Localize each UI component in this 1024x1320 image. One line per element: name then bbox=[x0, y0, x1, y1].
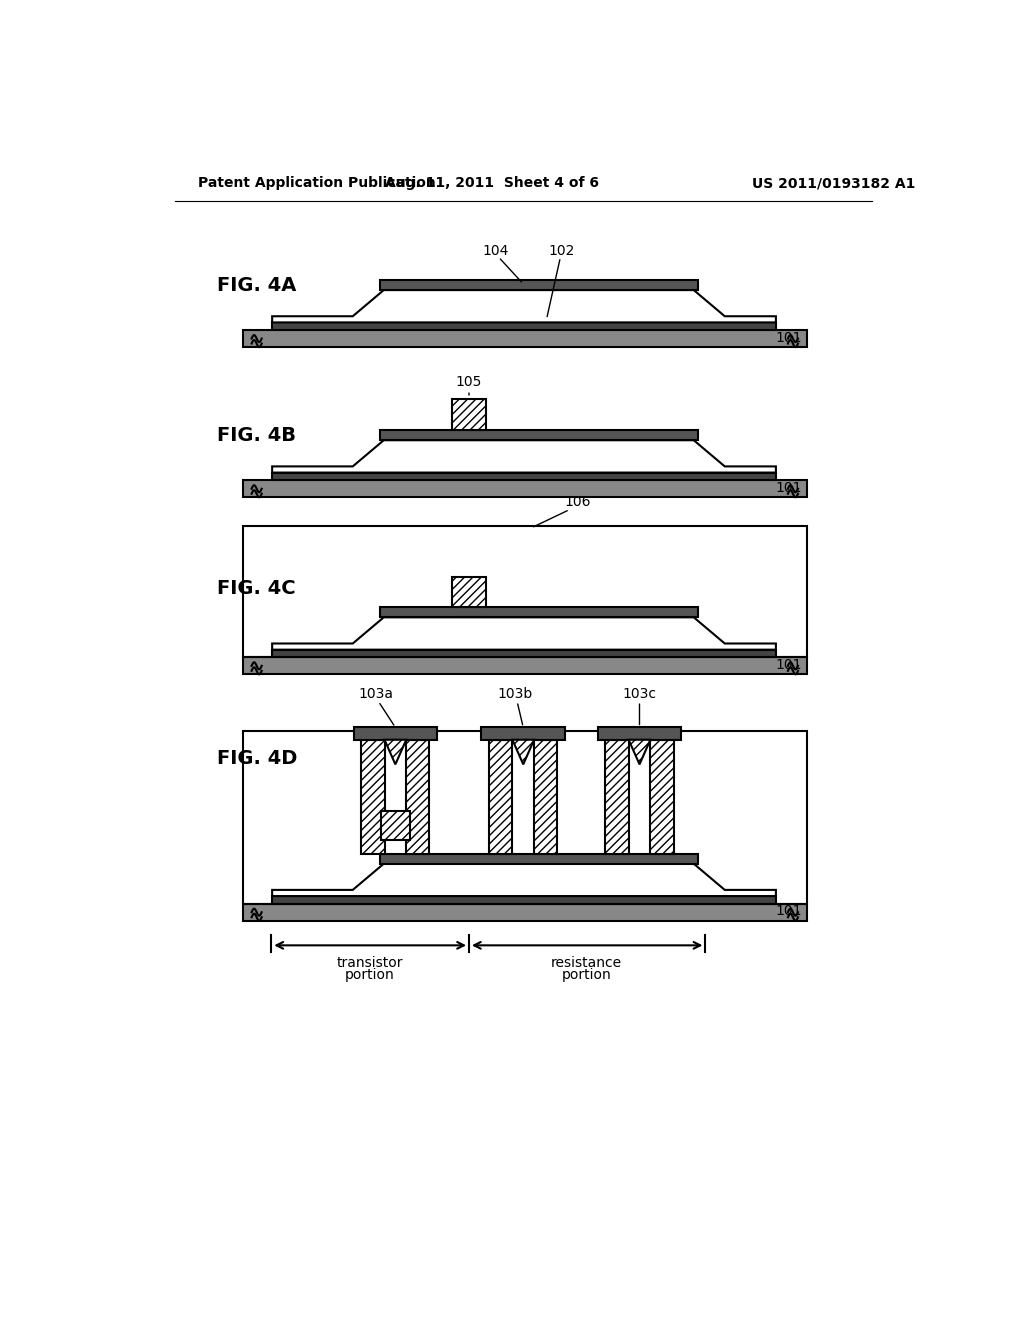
Polygon shape bbox=[380, 854, 697, 863]
Polygon shape bbox=[380, 280, 697, 290]
Polygon shape bbox=[272, 863, 776, 896]
Polygon shape bbox=[353, 727, 437, 739]
Text: 103a: 103a bbox=[358, 686, 393, 701]
Polygon shape bbox=[489, 739, 512, 854]
Text: 103c: 103c bbox=[623, 686, 656, 701]
Text: 101: 101 bbox=[776, 657, 802, 672]
Text: transistor: transistor bbox=[337, 956, 403, 970]
Polygon shape bbox=[380, 607, 697, 618]
Polygon shape bbox=[452, 577, 486, 607]
Text: portion: portion bbox=[562, 969, 611, 982]
Text: 104: 104 bbox=[483, 244, 509, 257]
Text: 101: 101 bbox=[776, 904, 802, 919]
Polygon shape bbox=[650, 739, 674, 854]
Polygon shape bbox=[381, 810, 410, 840]
Polygon shape bbox=[380, 430, 697, 441]
Polygon shape bbox=[605, 739, 629, 854]
Polygon shape bbox=[243, 904, 807, 921]
Polygon shape bbox=[272, 896, 776, 904]
Polygon shape bbox=[481, 727, 565, 739]
Text: 105: 105 bbox=[456, 375, 482, 389]
Polygon shape bbox=[272, 290, 776, 322]
Text: FIG. 4A: FIG. 4A bbox=[217, 276, 297, 294]
Polygon shape bbox=[243, 657, 807, 675]
Text: FIG. 4C: FIG. 4C bbox=[217, 578, 296, 598]
Polygon shape bbox=[272, 618, 776, 649]
Polygon shape bbox=[243, 480, 807, 498]
Text: portion: portion bbox=[345, 969, 394, 982]
Text: Aug. 11, 2011  Sheet 4 of 6: Aug. 11, 2011 Sheet 4 of 6 bbox=[385, 176, 599, 190]
Polygon shape bbox=[272, 473, 776, 480]
Text: 101: 101 bbox=[776, 480, 802, 495]
Polygon shape bbox=[512, 739, 535, 764]
Text: 101: 101 bbox=[776, 331, 802, 345]
Text: 103b: 103b bbox=[498, 686, 534, 701]
Text: Patent Application Publication: Patent Application Publication bbox=[198, 176, 435, 190]
Polygon shape bbox=[243, 330, 807, 347]
Polygon shape bbox=[272, 649, 776, 657]
Polygon shape bbox=[598, 727, 681, 739]
Polygon shape bbox=[407, 739, 429, 854]
Text: US 2011/0193182 A1: US 2011/0193182 A1 bbox=[752, 176, 914, 190]
Text: FIG. 4D: FIG. 4D bbox=[217, 750, 298, 768]
Text: resistance: resistance bbox=[551, 956, 623, 970]
Text: FIG. 4B: FIG. 4B bbox=[217, 426, 296, 445]
Polygon shape bbox=[452, 400, 486, 430]
Polygon shape bbox=[272, 322, 776, 330]
Polygon shape bbox=[272, 441, 776, 473]
Text: 102: 102 bbox=[549, 244, 575, 257]
Polygon shape bbox=[535, 739, 557, 854]
Polygon shape bbox=[361, 739, 385, 854]
Text: 106: 106 bbox=[564, 495, 591, 508]
Polygon shape bbox=[385, 739, 407, 764]
Polygon shape bbox=[629, 739, 650, 764]
